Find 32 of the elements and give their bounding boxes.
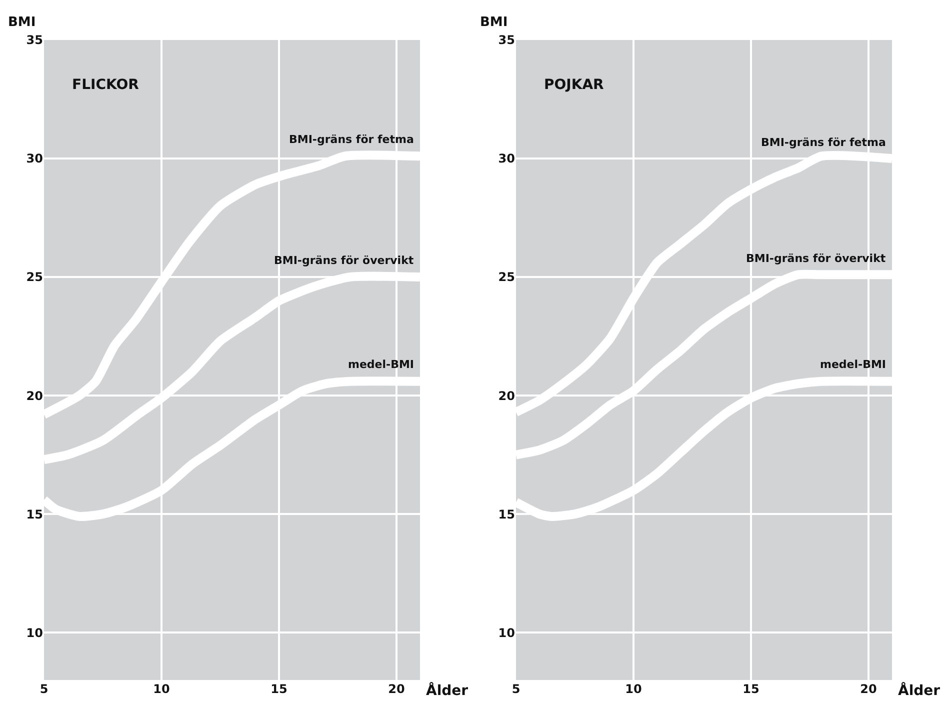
x-tick-label: 20: [388, 682, 405, 696]
y-tick-label: 25: [26, 270, 43, 284]
series-label: BMI-gräns för fetma: [761, 136, 886, 149]
x-axis-title: Ålder: [898, 682, 940, 699]
y-tick-label: 10: [26, 626, 43, 640]
text: POJKAR: [544, 77, 604, 93]
x-tick-label: 15: [742, 682, 760, 696]
x-tick-label: 5: [512, 682, 520, 696]
y-tick-label: 30: [26, 152, 43, 166]
x-tick-label: 15: [270, 682, 288, 696]
x-axis-title: Ålder: [426, 682, 468, 699]
x-tick-label: 10: [625, 682, 642, 696]
series-label: BMI-gräns för fetma: [289, 133, 414, 146]
series-label: BMI-gräns för övervikt: [274, 254, 414, 267]
y-tick-label: 15: [498, 507, 515, 522]
x-tick-label: 10: [153, 682, 170, 696]
y-tick-label: 30: [498, 152, 515, 166]
series-label: BMI-gräns för övervikt: [746, 252, 886, 265]
text: FLICKOR: [72, 77, 140, 93]
y-tick-label: 25: [498, 270, 515, 284]
x-tick-label: 5: [40, 682, 48, 696]
series-label: medel-BMI: [348, 358, 414, 371]
x-tick-label: 20: [860, 682, 877, 696]
series-label: medel-BMI: [820, 358, 886, 371]
y-axis-title: BMI: [8, 15, 36, 30]
y-tick-label: 35: [26, 33, 43, 48]
y-tick-label: 15: [26, 507, 43, 522]
y-tick-label: 10: [498, 626, 515, 640]
y-tick-label: 35: [498, 33, 515, 48]
y-tick-label: 20: [26, 388, 43, 403]
y-axis-title: BMI: [480, 15, 508, 30]
y-tick-label: 20: [498, 388, 515, 403]
